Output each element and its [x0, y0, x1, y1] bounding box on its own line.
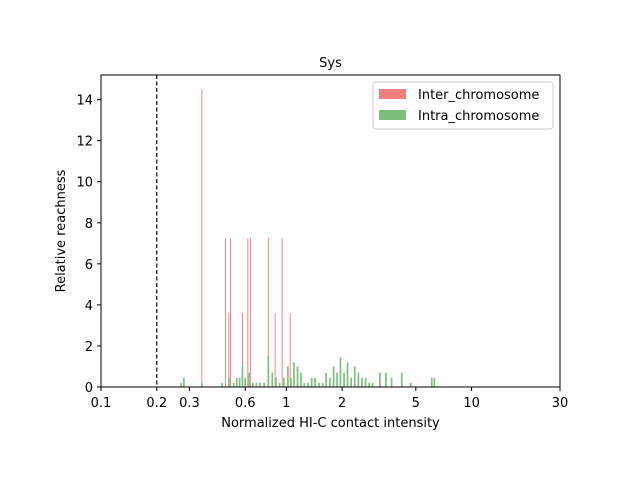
- y-axis-label: Relative reachness: [54, 169, 69, 292]
- y-tick-label: 8: [85, 217, 93, 232]
- bar-intra-chromosome-25: [303, 382, 306, 387]
- x-axis: 0.1 0.2 0.3 0.6 1 2 5 10 30: [91, 387, 569, 411]
- bars-layer: [180, 89, 436, 388]
- bar-intra-chromosome-21: [290, 377, 292, 387]
- bar-inter-chromosome-9: [281, 238, 283, 387]
- bar-intra-chromosome-24: [300, 372, 302, 387]
- bar-inter-chromosome-7: [267, 238, 269, 387]
- y-axis: 0 2 4 6 8 10 12 14: [76, 94, 101, 396]
- x-tick-label: 30: [552, 396, 569, 411]
- legend-label: Inter_chromosome: [418, 88, 539, 103]
- x-axis-label: Normalized HI-C contact intensity: [221, 416, 440, 431]
- x-tick-label: 10: [463, 396, 480, 411]
- bar-intra-chromosome-36: [343, 372, 345, 387]
- bar-intra-chromosome-7: [238, 377, 241, 387]
- bar-intra-chromosome-48: [400, 372, 403, 387]
- x-tick-label: 2: [338, 396, 346, 411]
- legend-swatch: [379, 110, 406, 120]
- bar-intra-chromosome-18: [278, 382, 281, 387]
- y-tick-label: 14: [76, 94, 93, 109]
- bar-intra-chromosome-49: [410, 382, 412, 387]
- bar-inter-chromosome-4: [242, 313, 243, 387]
- bar-intra-chromosome-40: [357, 372, 360, 387]
- bar-intra-chromosome-23: [296, 366, 299, 387]
- y-tick-label: 4: [85, 299, 93, 314]
- bar-intra-chromosome-3: [221, 382, 223, 387]
- bar-intra-chromosome-15: [267, 356, 270, 387]
- bar-intra-chromosome-12: [255, 382, 258, 387]
- legend-box: [372, 81, 554, 130]
- x-tick-label: 1: [282, 396, 290, 411]
- bar-inter-chromosome-2: [228, 313, 230, 387]
- bar-intra-chromosome-37: [346, 362, 349, 387]
- x-tick-label: 0.6: [235, 396, 256, 411]
- bar-intra-chromosome-17: [275, 377, 277, 387]
- bar-intra-chromosome-5: [232, 382, 235, 387]
- bar-intra-chromosome-41: [361, 377, 363, 387]
- bar-inter-chromosome-6: [249, 238, 251, 387]
- bar-inter-chromosome-5: [247, 238, 249, 387]
- bar-intra-chromosome-20: [287, 366, 289, 387]
- y-tick-label: 12: [76, 135, 93, 150]
- bar-intra-chromosome-38: [350, 377, 353, 387]
- bar-intra-chromosome-19: [283, 377, 285, 387]
- y-tick-label: 6: [85, 258, 93, 273]
- legend: Inter_chromosome Intra_chromosome: [372, 81, 554, 130]
- bar-intra-chromosome-6: [235, 377, 238, 387]
- bar-intra-chromosome-14: [263, 382, 266, 387]
- bar-intra-chromosome-42: [364, 377, 367, 387]
- y-tick-label: 2: [85, 340, 93, 355]
- y-tick-label: 0: [85, 381, 93, 396]
- legend-label: Intra_chromosome: [418, 109, 539, 124]
- bar-intra-chromosome-43: [368, 382, 370, 387]
- bar-intra-chromosome-46: [385, 372, 387, 387]
- bar-intra-chromosome-30: [321, 382, 324, 387]
- bar-inter-chromosome-1: [225, 238, 226, 387]
- bar-intra-chromosome-33: [332, 366, 335, 387]
- bar-intra-chromosome-10: [248, 372, 250, 387]
- x-tick-label: 0.1: [91, 396, 112, 411]
- bar-intra-chromosome-29: [318, 382, 320, 387]
- bar-inter-chromosome-3: [230, 238, 231, 387]
- bar-intra-chromosome-51: [433, 377, 436, 387]
- bar-intra-chromosome-31: [325, 372, 327, 387]
- bar-intra-chromosome-22: [293, 362, 295, 387]
- bar-intra-chromosome-16: [271, 372, 274, 387]
- bar-intra-chromosome-28: [314, 377, 316, 387]
- plot-area-frame: [100, 74, 561, 388]
- bar-intra-chromosome-50: [430, 377, 433, 387]
- bar-intra-chromosome-26: [307, 382, 309, 387]
- bar-intra-chromosome-13: [259, 382, 261, 387]
- x-tick-label: 0.2: [146, 396, 167, 411]
- bar-intra-chromosome-0: [180, 382, 182, 387]
- bar-intra-chromosome-9: [244, 377, 247, 387]
- bar-intra-chromosome-35: [339, 357, 342, 387]
- bar-intra-chromosome-8: [241, 366, 244, 387]
- bar-intra-chromosome-27: [310, 377, 313, 387]
- bar-intra-chromosome-32: [329, 377, 331, 387]
- bar-intra-chromosome-34: [336, 372, 338, 387]
- bar-inter-chromosome-10: [289, 313, 291, 387]
- bar-inter-chromosome-0: [201, 89, 203, 388]
- bar-intra-chromosome-39: [353, 366, 356, 387]
- bar-intra-chromosome-45: [379, 372, 381, 387]
- bar-intra-chromosome-1: [183, 377, 185, 387]
- bar-intra-chromosome-11: [252, 382, 254, 387]
- y-tick-label: 10: [76, 176, 93, 191]
- bar-intra-chromosome-2: [200, 382, 203, 387]
- legend-swatch: [379, 89, 406, 99]
- chart-title: Sys: [319, 56, 342, 71]
- x-tick-label: 5: [412, 396, 420, 411]
- x-tick-label: 0.3: [179, 396, 200, 411]
- bar-intra-chromosome-4: [228, 377, 230, 387]
- bar-intra-chromosome-47: [390, 377, 393, 387]
- bar-inter-chromosome-8: [274, 313, 276, 387]
- bar-intra-chromosome-44: [371, 382, 374, 387]
